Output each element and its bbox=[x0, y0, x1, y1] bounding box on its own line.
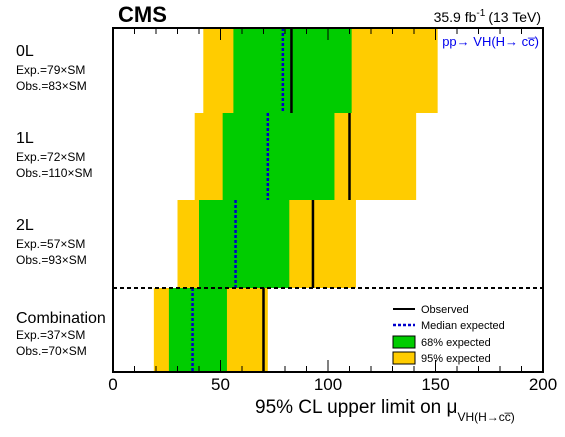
luminosity-unit-exponent: -1 bbox=[476, 8, 485, 19]
band-68-2l bbox=[199, 200, 290, 288]
process-label: pp→ VH(H→ cc̅) bbox=[442, 34, 539, 49]
channel-name-1l: 1L bbox=[16, 130, 34, 147]
bands-layer bbox=[153, 28, 438, 372]
channel-expected-combination: Exp.=37×SM bbox=[16, 328, 85, 342]
energy-label: (13 TeV) bbox=[488, 9, 541, 25]
legend-expected-label: Median expected bbox=[421, 320, 505, 332]
x-tick-label: 100 bbox=[314, 375, 342, 394]
x-tick-label: 150 bbox=[421, 375, 449, 394]
x-tick-label: 0 bbox=[108, 375, 117, 394]
channel-name-0l: 0L bbox=[16, 43, 34, 60]
channel-expected-1l: Exp.=72×SM bbox=[16, 150, 85, 164]
legend-observed-label: Observed bbox=[421, 304, 469, 316]
channel-observed-1l: Obs.=110×SM bbox=[16, 166, 93, 180]
x-tick-label: 50 bbox=[211, 375, 230, 394]
channel-observed-2l: Obs.=93×SM bbox=[16, 253, 87, 267]
lines-layer bbox=[191, 28, 351, 372]
legend-95-symbol bbox=[392, 351, 416, 365]
channel-observed-0l: Obs.=83×SM bbox=[16, 79, 87, 93]
luminosity-value: 35.9 fb bbox=[434, 9, 477, 25]
legend: Observed Median expected 68% expected 95… bbox=[392, 304, 505, 365]
legend-95-label: 95% expected bbox=[421, 353, 491, 365]
luminosity-label: 35.9 fb-1 (13 TeV) bbox=[434, 8, 541, 25]
x-tick-label: 200 bbox=[529, 375, 557, 394]
x-axis-title-subscript: VH(H→cc̅) bbox=[457, 410, 514, 424]
x-ticks: 0 50 100 150 200 bbox=[108, 28, 557, 394]
channel-observed-combination: Obs.=70×SM bbox=[16, 344, 87, 358]
x-axis-title-main: 95% CL upper limit on μ bbox=[255, 397, 457, 418]
channel-name-combination: Combination bbox=[16, 310, 106, 327]
channel-expected-0l: Exp.=79×SM bbox=[16, 63, 85, 77]
channel-name-2l: 2L bbox=[16, 217, 34, 234]
channel-labels: 0L Exp.=79×SM Obs.=83×SM 1L Exp.=72×SM Obs.=1… bbox=[16, 43, 106, 358]
channel-expected-2l: Exp.=57×SM bbox=[16, 237, 85, 251]
band-68-1l bbox=[222, 113, 335, 200]
legend-68-label: 68% expected bbox=[421, 337, 491, 349]
x-axis-title: 95% CL upper limit on μVH(H→cc̅) bbox=[255, 397, 515, 424]
experiment-label: CMS bbox=[118, 2, 167, 27]
legend-68-symbol bbox=[392, 335, 416, 349]
band-68-combination bbox=[168, 288, 227, 372]
